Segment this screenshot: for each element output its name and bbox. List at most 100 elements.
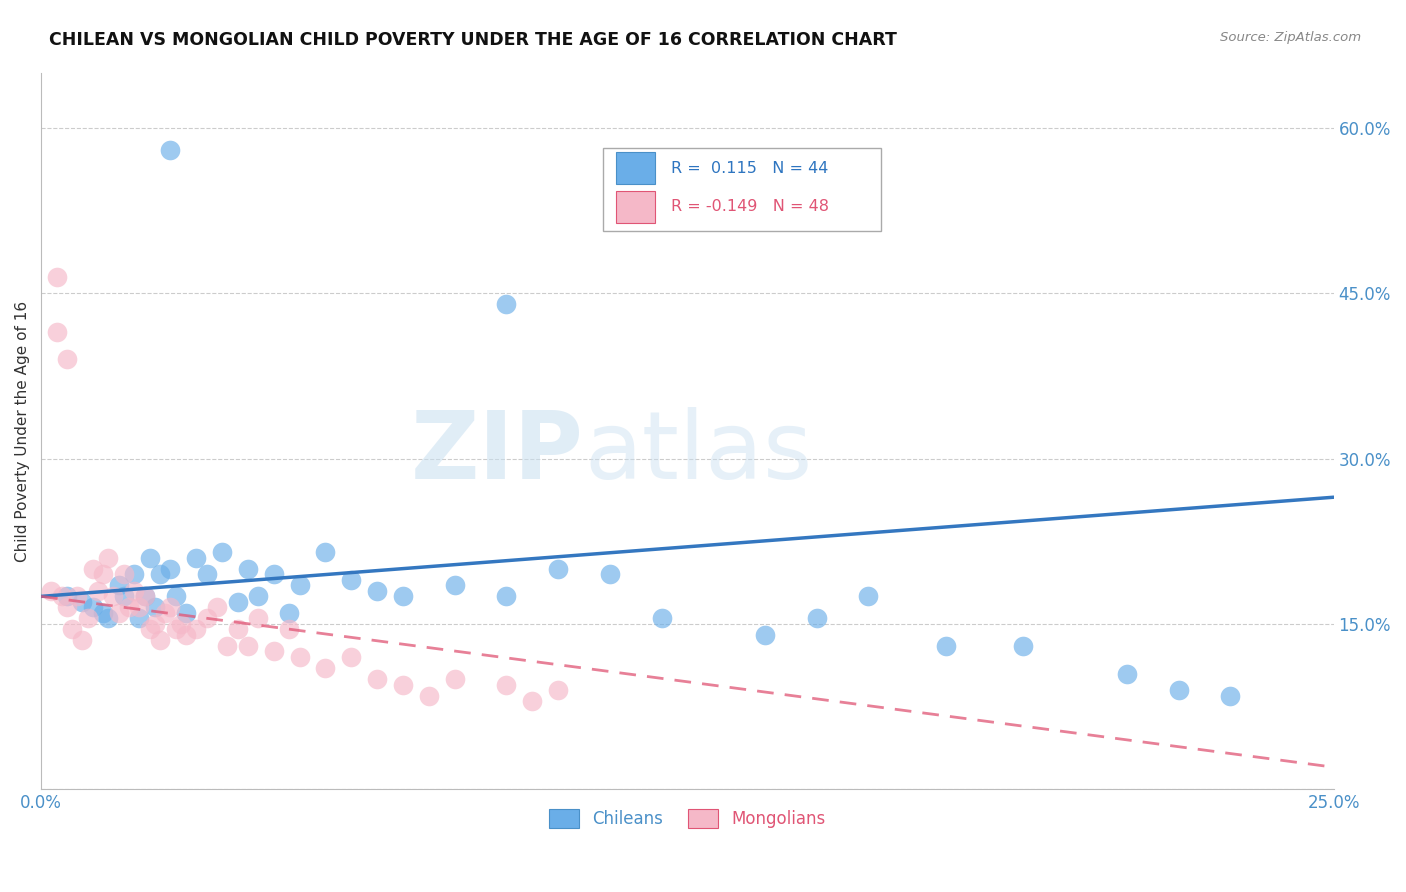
Point [1012,639,1035,653]
Point [91,567,114,582]
Point [165,590,187,604]
Point [495,590,517,604]
Point [443,672,465,686]
Point [128,600,150,615]
Point [226,595,249,609]
Point [186,550,208,565]
Point [91,606,114,620]
Point [72,633,94,648]
Point [340,650,363,665]
Legend: Chileans, Mongolians: Chileans, Mongolians [543,802,832,835]
Point [143,616,166,631]
Point [205,600,228,615]
Point [174,606,197,620]
Point [418,689,440,703]
Point [522,694,544,708]
Point [806,611,828,625]
Point [97,550,120,565]
Text: R = -0.149   N = 48: R = -0.149 N = 48 [671,200,828,214]
Point [247,611,270,625]
Point [45,269,67,284]
Point [56,600,79,615]
Point [174,628,197,642]
Point [143,600,166,615]
Point [226,623,249,637]
Point [263,644,285,658]
Point [443,578,465,592]
Point [1115,666,1137,681]
Point [122,583,145,598]
Point [170,616,193,631]
Point [112,567,135,582]
Point [60,623,83,637]
Text: R =  0.115   N = 44: R = 0.115 N = 44 [671,161,828,176]
Point [211,545,233,559]
Point [149,633,172,648]
Point [236,562,259,576]
Y-axis label: Child Poverty Under the Age of 16: Child Poverty Under the Age of 16 [15,301,30,562]
Point [186,623,208,637]
Point [1167,683,1189,698]
Point [236,639,259,653]
Text: Source: ZipAtlas.com: Source: ZipAtlas.com [1220,31,1361,45]
Point [366,672,388,686]
Point [935,639,957,653]
Point [651,611,673,625]
Point [51,590,73,604]
Point [288,650,311,665]
Point [138,623,160,637]
Point [41,583,63,598]
Point [754,628,776,642]
Point [82,600,104,615]
Point [547,562,569,576]
Point [247,590,270,604]
Point [288,578,311,592]
Point [547,683,569,698]
Point [72,595,94,609]
Point [165,623,187,637]
Point [278,623,301,637]
Point [1219,689,1241,703]
Point [599,567,621,582]
Point [858,590,880,604]
Point [76,611,98,625]
Point [97,611,120,625]
Point [263,567,285,582]
Point [159,600,181,615]
Point [278,606,301,620]
Point [134,590,156,604]
Bar [616,191,655,223]
Point [138,550,160,565]
Point [217,639,239,653]
Point [56,590,79,604]
Bar [616,153,655,185]
Point [392,677,415,691]
Point [122,567,145,582]
Point [56,352,79,367]
Point [112,590,135,604]
Point [118,600,141,615]
Point [128,611,150,625]
Point [82,562,104,576]
Point [366,583,388,598]
Text: CHILEAN VS MONGOLIAN CHILD POVERTY UNDER THE AGE OF 16 CORRELATION CHART: CHILEAN VS MONGOLIAN CHILD POVERTY UNDER… [49,31,897,49]
Point [495,677,517,691]
Point [314,545,336,559]
Point [392,590,415,604]
Point [107,606,129,620]
Point [159,143,181,157]
Point [103,590,125,604]
Point [159,562,181,576]
Point [495,297,517,311]
Point [107,578,129,592]
Point [340,573,363,587]
Point [195,611,218,625]
Text: atlas: atlas [583,407,813,499]
Point [195,567,218,582]
Point [153,606,176,620]
Point [149,567,172,582]
Point [66,590,89,604]
Point [87,583,110,598]
Point [45,325,67,339]
Point [134,590,156,604]
